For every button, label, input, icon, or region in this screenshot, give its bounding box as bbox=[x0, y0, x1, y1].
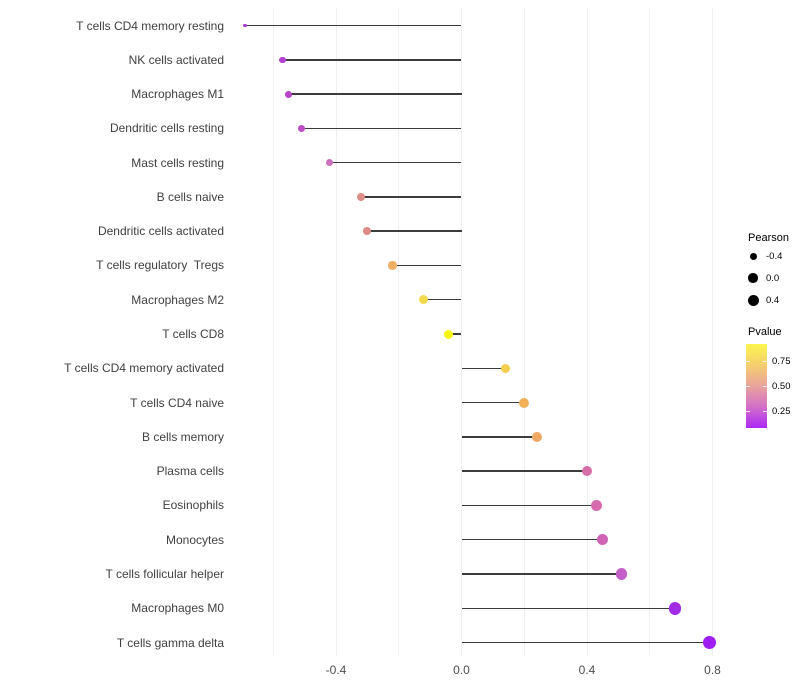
size-legend-dot bbox=[748, 273, 758, 283]
lollipop-dot bbox=[702, 636, 716, 650]
size-legend-dot bbox=[747, 294, 759, 306]
colorbar-tick bbox=[763, 361, 767, 362]
gridline bbox=[712, 8, 713, 656]
category-label: Dendritic cells activated bbox=[97, 224, 224, 239]
category-label: T cells gamma delta bbox=[116, 635, 224, 650]
category-label: T cells CD4 naive bbox=[130, 395, 224, 410]
lollipop-stem bbox=[461, 401, 525, 404]
category-label: Plasma cells bbox=[156, 464, 224, 479]
colorbar-label: 0.75 bbox=[772, 356, 791, 367]
gridline bbox=[398, 8, 400, 656]
lollipop-stem bbox=[461, 573, 622, 575]
colorbar-tick bbox=[746, 386, 750, 387]
category-label: Macrophages M1 bbox=[131, 87, 224, 102]
colorbar-tick bbox=[763, 411, 767, 412]
lollipop-stem bbox=[461, 504, 597, 507]
lollipop-stem bbox=[448, 333, 462, 335]
lollipop-stem bbox=[461, 538, 603, 541]
lollipop-stem bbox=[461, 367, 506, 370]
lollipop-stem bbox=[392, 264, 462, 267]
lollipop-stem bbox=[329, 161, 462, 164]
size-legend-title: Pearson bbox=[748, 232, 789, 244]
size-legend-dot bbox=[749, 252, 757, 260]
gridline bbox=[461, 8, 462, 656]
colorbar-label: 0.25 bbox=[772, 406, 791, 417]
category-label: Macrophages M0 bbox=[131, 601, 224, 616]
size-legend-label: 0.0 bbox=[766, 273, 780, 284]
lollipop-dot bbox=[597, 534, 609, 546]
colorbar-tick bbox=[746, 411, 750, 412]
category-label: Eosinophils bbox=[162, 498, 224, 513]
category-label: T cells CD8 bbox=[162, 327, 224, 342]
size-legend-label: 0.4 bbox=[766, 295, 780, 306]
category-label: T cells CD4 memory resting bbox=[76, 18, 224, 33]
lollipop-dot bbox=[357, 192, 366, 201]
legend: Pearson -0.4 0.0 0.4 Pvalue 0.75 0.50 0.25 bbox=[732, 0, 800, 700]
category-label: Dendritic cells resting bbox=[109, 121, 224, 136]
lollipop-dot bbox=[531, 431, 542, 442]
lollipop-dot bbox=[519, 397, 530, 408]
lollipop-dot bbox=[363, 227, 372, 236]
x-axis-tick-label: -0.4 bbox=[325, 663, 347, 677]
lollipop-dot bbox=[243, 23, 247, 28]
colorbar-tick bbox=[746, 361, 750, 362]
size-legend-label: -0.4 bbox=[766, 251, 783, 262]
lollipop-dot bbox=[419, 295, 429, 305]
lollipop-dot bbox=[668, 602, 682, 615]
x-axis-tick-label: 0.4 bbox=[578, 663, 596, 677]
lollipop-dot bbox=[590, 499, 602, 511]
lollipop-dot bbox=[444, 329, 454, 339]
category-label: NK cells activated bbox=[128, 52, 224, 67]
category-label: T cells regulatory Tregs bbox=[96, 258, 224, 273]
category-label: Macrophages M2 bbox=[131, 292, 224, 307]
lollipop-stem bbox=[282, 59, 462, 61]
lollipop-stem bbox=[245, 24, 462, 27]
lollipop-stem bbox=[461, 436, 537, 438]
gridline bbox=[523, 8, 525, 656]
category-label: Monocytes bbox=[165, 532, 224, 547]
lollipop-dot bbox=[500, 363, 511, 374]
lollipop-stem bbox=[461, 641, 710, 644]
lollipop-stem bbox=[301, 127, 462, 130]
colorbar-tick bbox=[763, 386, 767, 387]
lollipop-dot bbox=[581, 465, 593, 477]
category-label: B cells memory bbox=[141, 429, 224, 444]
gridline bbox=[272, 8, 274, 656]
color-legend-title: Pvalue bbox=[748, 326, 782, 338]
colorbar-label: 0.50 bbox=[772, 381, 791, 392]
pvalue-colorbar bbox=[746, 344, 767, 428]
category-label: B cells naive bbox=[156, 189, 224, 204]
lollipop-dot bbox=[388, 261, 397, 270]
lollipop-stem bbox=[361, 196, 462, 198]
lollipop-stem bbox=[288, 93, 462, 95]
category-label: Mast cells resting bbox=[131, 155, 224, 170]
lollipop-dot bbox=[279, 56, 286, 64]
gridline bbox=[649, 8, 651, 656]
lollipop-dot bbox=[615, 568, 628, 580]
lollipop-stem bbox=[461, 607, 675, 609]
lollipop-stem bbox=[461, 470, 587, 472]
lollipop-dot bbox=[285, 90, 293, 98]
category-label: T cells follicular helper bbox=[105, 566, 225, 581]
category-label: T cells CD4 memory activated bbox=[64, 361, 224, 376]
lollipop-stem bbox=[367, 230, 462, 232]
gridline bbox=[586, 8, 588, 656]
lollipop-dot bbox=[297, 124, 305, 132]
lollipop-dot bbox=[325, 158, 334, 167]
lollipop-stem bbox=[423, 298, 462, 301]
x-axis-tick-label: 0.8 bbox=[704, 663, 721, 677]
gridline bbox=[335, 8, 337, 656]
x-axis-tick-label: 0.0 bbox=[453, 663, 470, 677]
